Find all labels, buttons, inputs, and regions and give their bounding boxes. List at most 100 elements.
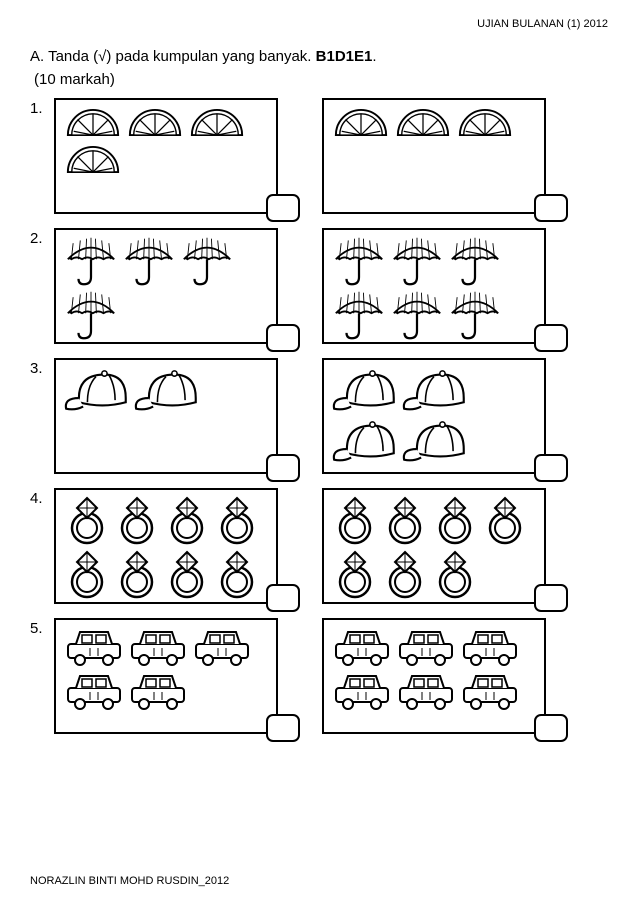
- cap-icon: [64, 366, 130, 413]
- umbrella-icon: [64, 290, 118, 340]
- answer-checkbox[interactable]: [266, 454, 300, 482]
- answer-checkbox[interactable]: [266, 194, 300, 222]
- option-box-wrap: [322, 358, 560, 474]
- item-row: [332, 106, 536, 139]
- ring-icon: [382, 550, 428, 600]
- question-row: 5.: [30, 618, 608, 734]
- instruction-suffix: .: [372, 48, 376, 65]
- umbrella-icon: [448, 290, 502, 340]
- option-box-wrap: [322, 488, 560, 604]
- ring-icon: [332, 496, 378, 546]
- ring-icon: [114, 550, 160, 600]
- umbrella-icon: [122, 236, 176, 286]
- answer-checkbox[interactable]: [534, 584, 568, 612]
- car-icon: [64, 670, 124, 710]
- umbrella-icon: [64, 236, 118, 286]
- item-row: [64, 143, 268, 176]
- question-row: 2.: [30, 228, 608, 344]
- item-row: [64, 106, 268, 139]
- cap-icon: [332, 366, 398, 413]
- footer-author: NORAZLIN BINTI MOHD RUSDIN_2012: [30, 875, 229, 887]
- item-row: [332, 496, 536, 546]
- answer-checkbox[interactable]: [534, 714, 568, 742]
- car-icon: [332, 626, 392, 666]
- answer-checkbox[interactable]: [266, 714, 300, 742]
- umbrella-icon: [332, 236, 386, 286]
- option-box: [54, 358, 278, 474]
- cap-icon: [402, 417, 468, 464]
- ring-icon: [382, 496, 428, 546]
- item-row: [64, 496, 268, 546]
- question-number: 4.: [30, 488, 54, 507]
- ring-icon: [214, 496, 260, 546]
- item-row: [64, 290, 268, 340]
- item-row: [332, 550, 536, 600]
- ring-icon: [64, 550, 110, 600]
- car-icon: [396, 626, 456, 666]
- item-row: [64, 550, 268, 600]
- items-area: [56, 230, 276, 342]
- ring-icon: [64, 496, 110, 546]
- answer-checkbox[interactable]: [534, 324, 568, 352]
- question-row: 1.: [30, 98, 608, 214]
- option-pair: [54, 618, 560, 734]
- question-number: 1.: [30, 98, 54, 117]
- car-icon: [128, 626, 188, 666]
- header-title: UJIAN BULANAN (1) 2012: [30, 18, 608, 30]
- orange-icon: [188, 106, 246, 139]
- option-box: [322, 98, 546, 214]
- item-row: [332, 366, 536, 413]
- questions-container: 1. 2.: [30, 98, 608, 734]
- answer-checkbox[interactable]: [266, 324, 300, 352]
- car-icon: [396, 670, 456, 710]
- answer-checkbox[interactable]: [534, 454, 568, 482]
- car-icon: [332, 670, 392, 710]
- car-icon: [192, 626, 252, 666]
- option-box-wrap: [54, 98, 292, 214]
- item-row: [332, 626, 536, 666]
- orange-icon: [126, 106, 184, 139]
- option-box: [54, 228, 278, 344]
- question-row: 4.: [30, 488, 608, 604]
- car-icon: [128, 670, 188, 710]
- item-row: [332, 236, 536, 286]
- question-number: 2.: [30, 228, 54, 247]
- answer-checkbox[interactable]: [266, 584, 300, 612]
- option-box-wrap: [54, 488, 292, 604]
- ring-icon: [214, 550, 260, 600]
- umbrella-icon: [390, 236, 444, 286]
- option-box-wrap: [54, 618, 292, 734]
- option-box-wrap: [322, 228, 560, 344]
- items-area: [324, 230, 544, 342]
- item-row: [332, 417, 536, 464]
- item-row: [64, 626, 268, 666]
- ring-icon: [432, 496, 478, 546]
- option-box-wrap: [322, 98, 560, 214]
- instruction-code: B1D1E1: [316, 48, 373, 65]
- item-row: [64, 670, 268, 710]
- item-row: [332, 290, 536, 340]
- orange-icon: [64, 106, 122, 139]
- option-box: [54, 618, 278, 734]
- orange-icon: [394, 106, 452, 139]
- umbrella-icon: [180, 236, 234, 286]
- option-box: [322, 358, 546, 474]
- ring-icon: [114, 496, 160, 546]
- umbrella-icon: [448, 236, 502, 286]
- instruction-line: A. Tanda (√) pada kumpulan yang banyak. …: [30, 48, 608, 65]
- ring-icon: [164, 496, 210, 546]
- items-area: [324, 360, 544, 472]
- car-icon: [64, 626, 124, 666]
- option-pair: [54, 488, 560, 604]
- car-icon: [460, 670, 520, 710]
- option-box-wrap: [54, 358, 292, 474]
- option-box-wrap: [322, 618, 560, 734]
- ring-icon: [482, 496, 528, 546]
- items-area: [324, 490, 544, 602]
- option-box: [322, 228, 546, 344]
- orange-icon: [456, 106, 514, 139]
- option-pair: [54, 98, 560, 214]
- car-icon: [460, 626, 520, 666]
- option-box: [322, 488, 546, 604]
- answer-checkbox[interactable]: [534, 194, 568, 222]
